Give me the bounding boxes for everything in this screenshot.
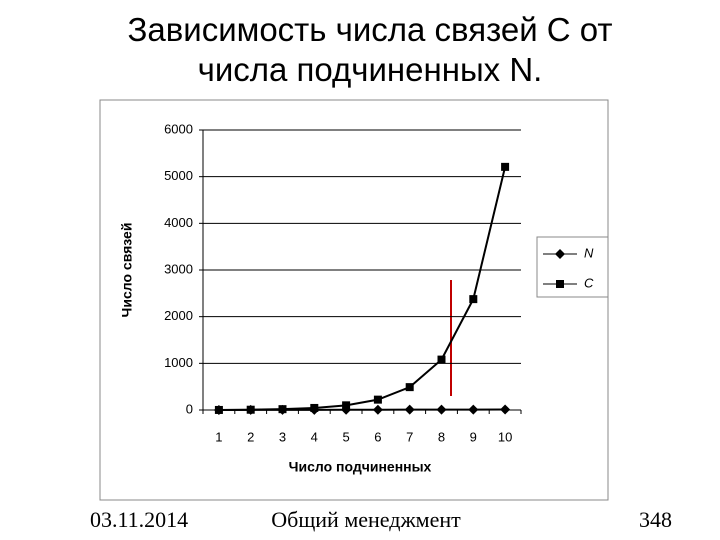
y-tick-label: 6000 [164, 121, 193, 136]
point [310, 403, 319, 412]
point [437, 355, 446, 364]
legend-marker [555, 249, 565, 259]
footer-date: 03.11.2014 [90, 507, 188, 532]
point [214, 405, 223, 414]
point [436, 404, 447, 415]
point [372, 404, 383, 415]
slide-title: Зависимость числа связей C от числа подчи… [127, 11, 612, 88]
y-tick-label: 1000 [164, 355, 193, 370]
point [501, 162, 510, 171]
x-tick-label: 3 [279, 429, 286, 444]
x-tick-label: 2 [247, 429, 254, 444]
y-axis-label: Число связей [119, 223, 135, 318]
point [468, 404, 479, 415]
point [373, 395, 382, 404]
point [246, 405, 255, 414]
footer-page: 348 [639, 507, 672, 532]
y-tick-label: 4000 [164, 215, 193, 230]
x-axis-label: Число подчиненных [289, 459, 432, 475]
legend-box [536, 236, 609, 298]
chart-frame [99, 99, 609, 501]
x-tick-label: 7 [406, 429, 413, 444]
point [405, 383, 414, 392]
point [342, 401, 351, 410]
point [278, 405, 287, 414]
x-tick-label: 6 [374, 429, 381, 444]
y-tick-label: 5000 [164, 168, 193, 183]
y-tick-label: 3000 [164, 261, 193, 276]
x-tick-label: 4 [311, 429, 318, 444]
legend-label: C [584, 275, 594, 290]
point [469, 295, 478, 304]
x-tick-label: 10 [498, 429, 512, 444]
legend-label: N [584, 245, 594, 260]
x-tick-label: 9 [470, 429, 477, 444]
x-tick-label: 1 [215, 429, 222, 444]
y-tick-label: 2000 [164, 308, 193, 323]
y-tick-label: 0 [186, 401, 193, 416]
point [404, 404, 415, 415]
x-tick-label: 5 [342, 429, 349, 444]
series-line [218, 166, 507, 411]
footer-course: Общий менеджмент [271, 507, 461, 532]
legend-marker [556, 280, 564, 288]
x-tick-label: 8 [438, 429, 445, 444]
point [500, 404, 511, 415]
